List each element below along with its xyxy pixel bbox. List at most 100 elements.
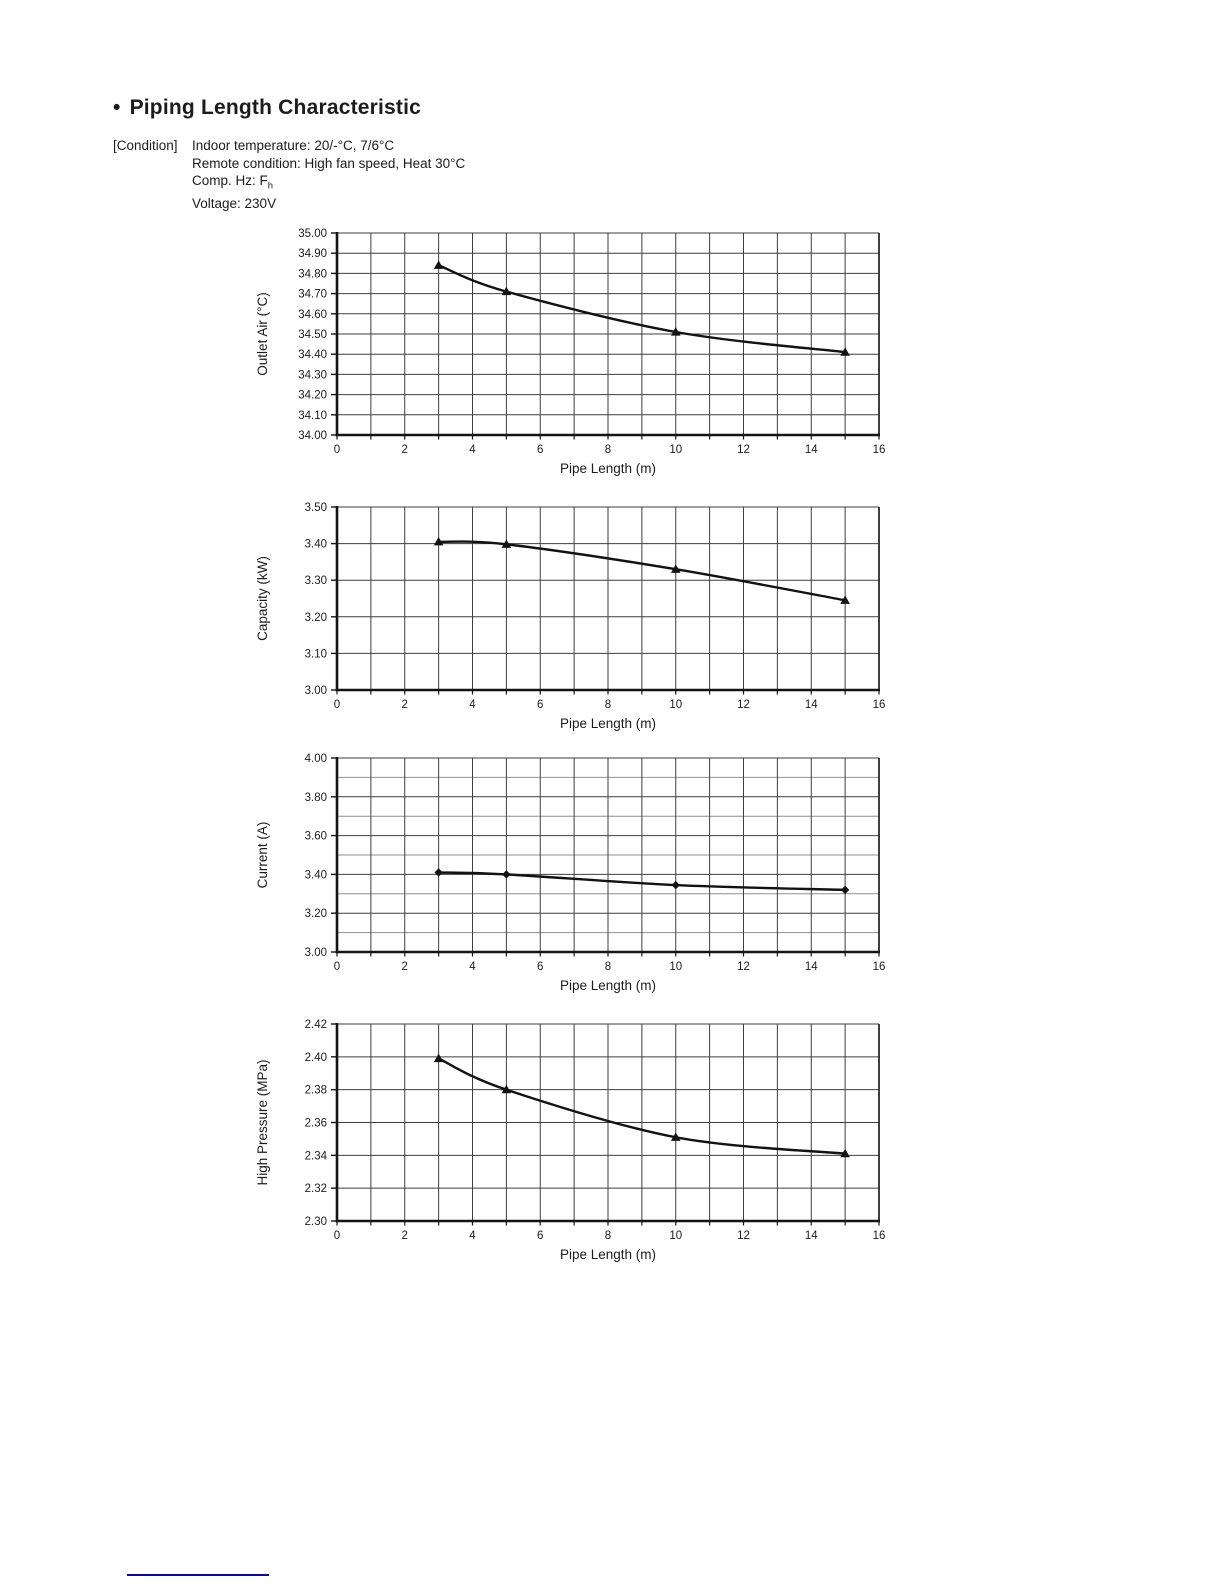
chart-current: 3.00 3.20 3.40 3.60 3.80 4.00 0 2 4 6 8 10 12 14 16 Cur…	[241, 744, 931, 1002]
svg-text:0: 0	[334, 699, 340, 711]
svg-text:2.36: 2.36	[305, 1118, 327, 1130]
axes	[331, 506, 880, 695]
svg-text:2: 2	[402, 444, 408, 456]
svg-text:2: 2	[402, 1230, 408, 1242]
svg-text:10: 10	[669, 444, 682, 456]
x-axis-title: Pipe Length (m)	[560, 1247, 656, 1262]
data-point-marker	[501, 1084, 512, 1094]
svg-text:0: 0	[334, 961, 340, 973]
data-line	[437, 264, 847, 354]
data-line	[437, 871, 847, 892]
y-axis-title: Capacity (kW)	[255, 556, 270, 641]
svg-text:2: 2	[402, 961, 408, 973]
chart-capacity: 3.00 3.10 3.20 3.30 3.40 3.50 0 2 4 6 8 10 12 14 16 Cap…	[241, 493, 931, 740]
svg-text:2.40: 2.40	[305, 1052, 327, 1064]
svg-text:4: 4	[469, 961, 476, 973]
svg-text:3.00: 3.00	[305, 947, 327, 959]
data-point-marker	[670, 1132, 681, 1141]
data-point-marker	[501, 286, 512, 296]
svg-text:12: 12	[737, 699, 750, 711]
svg-text:10: 10	[669, 1230, 682, 1242]
grid	[337, 232, 880, 436]
data-line	[437, 540, 847, 602]
svg-text:0: 0	[334, 444, 340, 456]
svg-text:34.90: 34.90	[298, 248, 327, 260]
svg-text:34.80: 34.80	[298, 268, 327, 280]
svg-text:14: 14	[805, 961, 818, 973]
chart-svg: 3.00 3.10 3.20 3.30 3.40 3.50 0 2 4 6 8 10 12 14 16 Cap…	[255, 502, 886, 731]
svg-text:0: 0	[334, 1230, 340, 1242]
svg-text:4.00: 4.00	[305, 753, 327, 765]
svg-text:6: 6	[537, 699, 543, 711]
data-point-marker	[840, 347, 850, 356]
svg-text:8: 8	[605, 699, 611, 711]
svg-text:8: 8	[605, 961, 611, 973]
svg-text:34.60: 34.60	[298, 309, 327, 321]
svg-text:8: 8	[605, 1230, 611, 1242]
svg-text:16: 16	[873, 1230, 886, 1242]
chart-outlet-air: 34.00 34.10 34.20 34.30 34.40 34.50 34.60 34.70…	[241, 219, 931, 485]
chart-high-pressure: 2.30 2.32 2.34 2.36 2.38 2.40 2.42 0 2 4 6 8 10 12 14 1…	[241, 1010, 931, 1271]
page-title: • Piping Length Characteristic	[113, 96, 421, 120]
svg-text:2: 2	[402, 699, 408, 711]
condition-block: [Condition] Indoor temperature: 20/-°C, …	[113, 137, 465, 213]
comp-hz-subscript: h	[267, 180, 274, 192]
svg-text:16: 16	[873, 699, 886, 711]
svg-text:34.10: 34.10	[298, 410, 327, 422]
y-tick-labels: 34.00 34.10 34.20 34.30 34.40 34.50 34.60 34.70…	[298, 228, 327, 442]
condition-line-comp-hz: Comp. Hz: Fh	[192, 173, 274, 192]
svg-text:2.34: 2.34	[305, 1150, 328, 1162]
page-title-text: Piping Length Characteristic	[129, 96, 422, 119]
data-point-marker	[501, 539, 512, 548]
data-line	[437, 1057, 847, 1155]
x-axis-title: Pipe Length (m)	[560, 978, 656, 993]
y-tick-labels: 3.00 3.20 3.40 3.60 3.80 4.00	[305, 753, 327, 959]
y-axis-title: Outlet Air (°C)	[255, 292, 270, 375]
svg-text:6: 6	[537, 961, 543, 973]
data-point-marker	[840, 595, 850, 604]
data-point-marker	[670, 564, 681, 573]
condition-line-indoor: Indoor temperature: 20/-°C, 7/6°C	[192, 138, 395, 153]
svg-text:4: 4	[469, 444, 476, 456]
svg-text:14: 14	[805, 444, 818, 456]
x-tick-labels: 0 2 4 6 8 10 12 14 16	[334, 699, 886, 711]
svg-text:34.30: 34.30	[298, 369, 327, 381]
data-point-marker	[433, 1053, 444, 1063]
data-point-marker	[671, 880, 680, 890]
y-axis-title: Current (A)	[255, 822, 270, 889]
svg-text:3.50: 3.50	[305, 502, 327, 514]
svg-text:6: 6	[537, 1230, 543, 1242]
svg-text:2.30: 2.30	[305, 1216, 327, 1228]
svg-text:6: 6	[537, 444, 543, 456]
data-point-marker	[434, 868, 443, 877]
footer-rule	[127, 1574, 269, 1576]
condition-line-remote: Remote condition: High fan speed, Heat 3…	[192, 155, 466, 171]
chart-svg: 2.30 2.32 2.34 2.36 2.38 2.40 2.42 0 2 4 6 8 10 12 14 1…	[255, 1019, 886, 1262]
data-point-marker	[433, 260, 444, 269]
y-tick-labels: 3.00 3.10 3.20 3.30 3.40 3.50	[305, 502, 327, 697]
svg-text:3.80: 3.80	[305, 792, 327, 804]
svg-text:3.20: 3.20	[305, 908, 327, 920]
svg-text:34.00: 34.00	[298, 430, 327, 442]
svg-text:3.40: 3.40	[305, 869, 327, 881]
svg-text:34.20: 34.20	[298, 390, 327, 402]
svg-text:12: 12	[737, 1230, 750, 1242]
condition-label: [Condition]	[113, 138, 178, 153]
svg-text:14: 14	[805, 1230, 818, 1242]
svg-text:4: 4	[469, 699, 476, 711]
y-tick-labels: 2.30 2.32 2.34 2.36 2.38 2.40 2.42	[305, 1019, 328, 1228]
data-point-marker	[670, 327, 681, 336]
grid	[337, 506, 880, 691]
svg-text:35.00: 35.00	[298, 228, 327, 240]
svg-text:8: 8	[605, 444, 611, 456]
svg-text:4: 4	[469, 1230, 476, 1242]
svg-text:10: 10	[669, 961, 682, 973]
condition-lines: Indoor temperature: 20/-°C, 7/6°C Remote…	[192, 137, 465, 213]
svg-text:3.30: 3.30	[305, 575, 327, 587]
x-tick-labels: 0 2 4 6 8 10 12 14 16	[334, 961, 886, 973]
svg-text:16: 16	[873, 444, 886, 456]
x-axis-title: Pipe Length (m)	[560, 461, 656, 476]
svg-text:10: 10	[669, 699, 682, 711]
svg-text:14: 14	[805, 699, 818, 711]
data-point-marker	[840, 1148, 850, 1158]
